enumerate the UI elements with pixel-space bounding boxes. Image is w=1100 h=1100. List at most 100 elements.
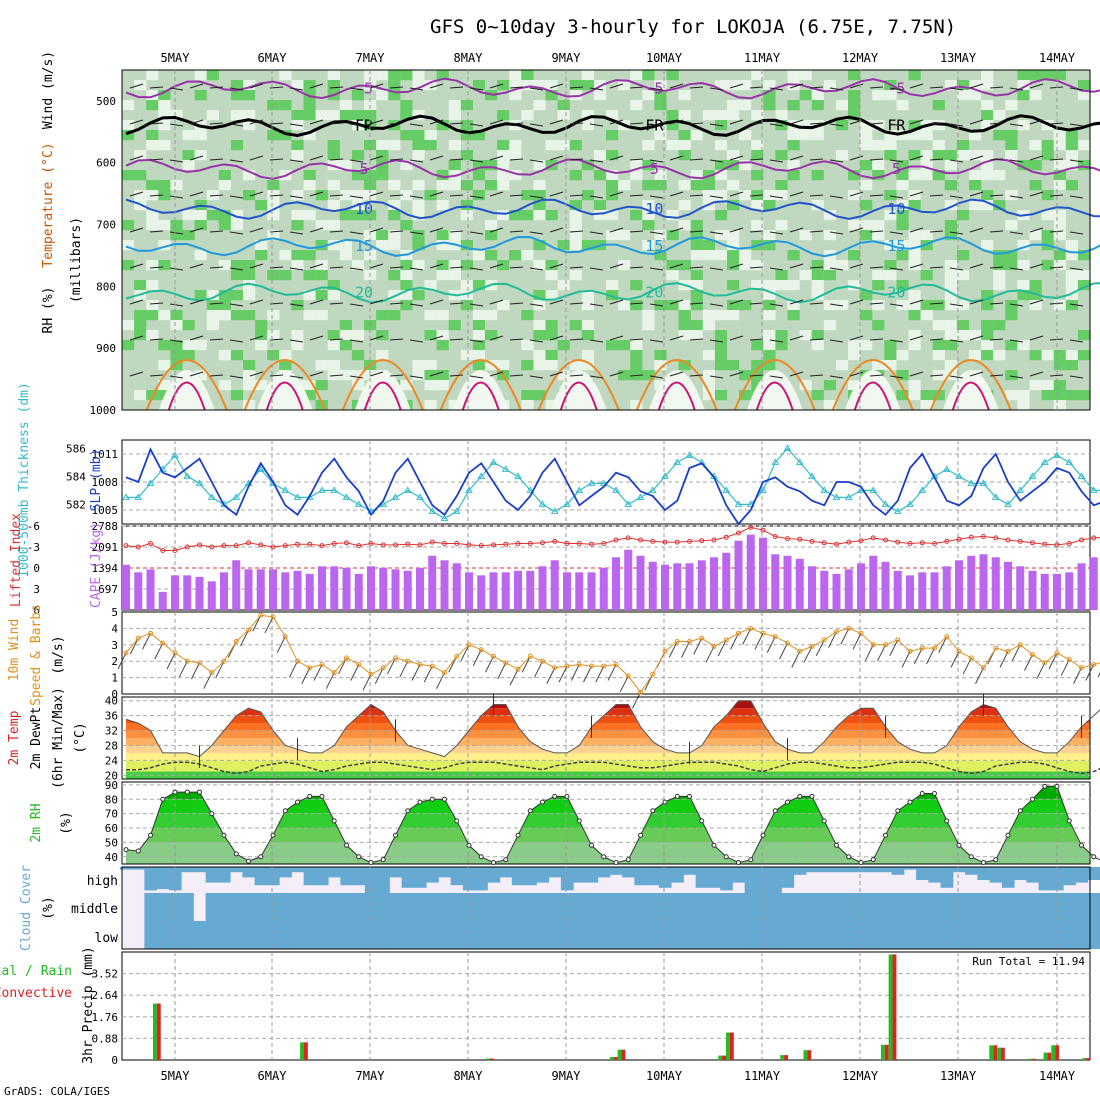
wind-barb (729, 371, 744, 377)
cloud-cell-high (903, 867, 917, 870)
wind-barb (149, 122, 164, 125)
rh-cell (727, 310, 740, 321)
wind-barb (829, 195, 844, 199)
wind-barb (529, 339, 544, 343)
cloud-cell-low (940, 921, 954, 949)
wind-barb (409, 159, 424, 163)
lifted-point (209, 544, 215, 550)
rh-cell (581, 80, 594, 91)
wind-barb (829, 267, 844, 271)
wind-barb (1069, 375, 1084, 379)
isotherm-line (125, 235, 1100, 258)
wind-barb (329, 302, 344, 305)
wind-barb (1069, 87, 1084, 91)
wind-barb (129, 119, 144, 125)
wind-barb (529, 231, 544, 235)
cloud-cell-high (389, 867, 403, 878)
cape-bar (1077, 563, 1086, 610)
isotherm-line (125, 158, 1100, 180)
rh-cell (557, 140, 570, 151)
wind-barb (1049, 374, 1064, 377)
temp-band (126, 708, 1090, 716)
rh-cell (315, 360, 328, 371)
cape-bar (220, 572, 228, 610)
rh-cell (303, 290, 316, 301)
cape-bar (967, 555, 976, 610)
cloud-cell-high (328, 867, 341, 878)
wind-barb (929, 158, 944, 161)
wind-barb (469, 123, 484, 127)
cloud-cell-high (977, 867, 991, 880)
wind-barb (629, 194, 644, 197)
cloud-cell-middle (377, 893, 390, 921)
rh-cell (243, 170, 256, 181)
cloud-cell-high (168, 867, 182, 891)
cloud-cell-low (658, 921, 672, 949)
rh-cell (376, 330, 389, 341)
rh-cell (339, 240, 352, 251)
rh-point (393, 832, 398, 838)
rh-cell (1077, 160, 1091, 171)
wind-barb (189, 155, 204, 161)
rh-cell (920, 390, 933, 401)
wind-speed-point (540, 658, 545, 664)
wind-barb (429, 83, 444, 89)
wind-barb (909, 299, 924, 305)
rh-cell (642, 370, 655, 381)
rh-cell (509, 80, 522, 91)
rh-cell (388, 290, 401, 301)
wind-speed-point (944, 634, 950, 640)
lifted-point (564, 541, 570, 546)
wind-barb (389, 122, 404, 125)
rh-cell (1005, 390, 1018, 401)
rh-cell (920, 160, 933, 171)
wind-speed-point (1079, 665, 1084, 671)
rh-cell (896, 370, 909, 381)
cape-bar (991, 557, 1000, 610)
rh-cell (702, 310, 715, 321)
isotherm-30 (265, 381, 304, 411)
rh-cell (981, 350, 994, 361)
cape-bar (783, 555, 792, 610)
wind-barb (909, 119, 924, 125)
thickness-point (489, 458, 498, 465)
cloud-cell-middle (401, 893, 415, 921)
rh-cell (315, 110, 328, 121)
cape-bar (832, 573, 841, 610)
rh-point (295, 799, 300, 805)
rh-cell (218, 290, 231, 301)
rh-cell (630, 300, 643, 311)
wind-speed-point (858, 630, 864, 636)
thickness-point (465, 486, 473, 493)
rh-cell (315, 270, 328, 281)
rh-cell (146, 190, 159, 201)
thickness-point (661, 472, 669, 479)
rh-cell (533, 80, 546, 91)
wind-barb (269, 194, 284, 197)
rh-cell (1029, 280, 1042, 291)
isotherm-label: 15 (887, 237, 905, 255)
wind-barb (149, 158, 164, 161)
rh-cell (376, 70, 389, 81)
thickness-tick: 584 (66, 470, 86, 483)
rh-cell (593, 150, 607, 161)
wind-speed-point (491, 653, 496, 659)
rh-cell (485, 360, 498, 371)
wind-speed-point (295, 658, 300, 664)
rh-cell (751, 280, 764, 291)
slp-tick: 1005 (92, 504, 119, 517)
wind-barb (309, 263, 324, 269)
rh-cell (327, 240, 340, 251)
rh-cell (243, 190, 256, 201)
cloud-cell-high (524, 867, 537, 886)
wind-barb (1009, 303, 1024, 307)
isotherm-25 (341, 359, 424, 411)
rh-cell (956, 150, 970, 161)
rh-cell (908, 390, 921, 401)
wind-barb-10m (815, 639, 825, 657)
wind-barb (569, 338, 584, 341)
lifted-line (125, 526, 1100, 551)
rh-cell (472, 250, 486, 261)
wind-barb-10m (485, 656, 494, 673)
